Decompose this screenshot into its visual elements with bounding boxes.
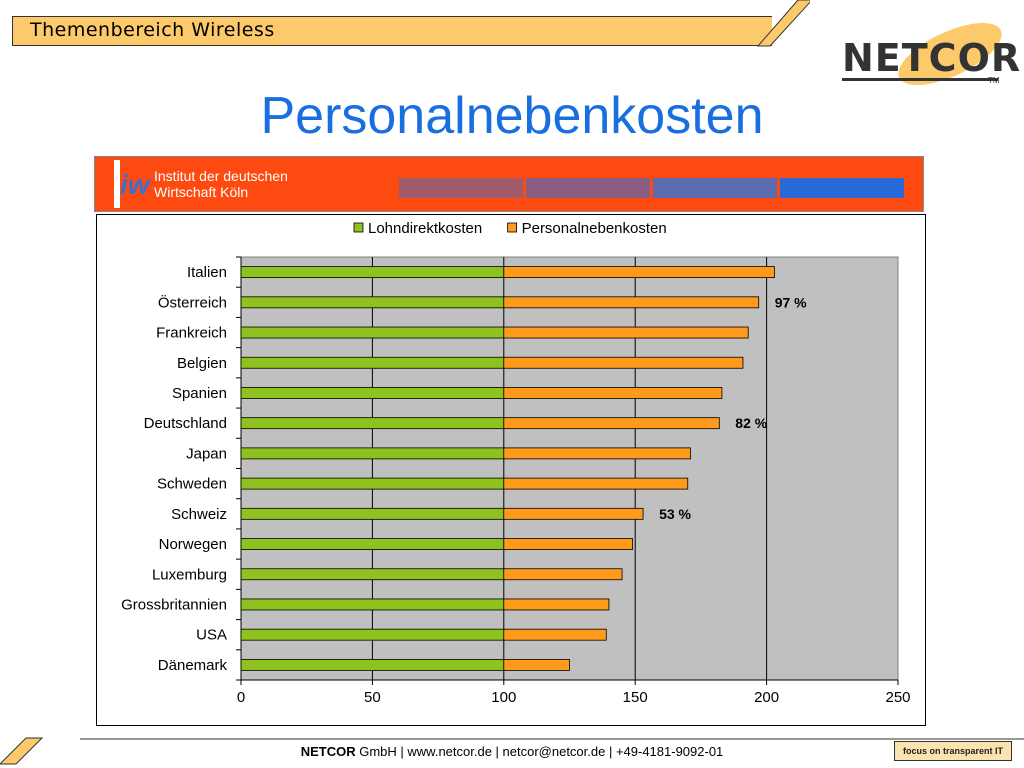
y-tick-label: Belgien — [177, 355, 227, 372]
iw-banner-text: Institut der deutschen Wirtschaft Köln — [154, 168, 288, 200]
logo-swoosh-decoration — [898, 23, 1002, 85]
iw-banner-line2: Wirtschaft Köln — [154, 184, 249, 200]
bar-lohndirektkosten — [240, 326, 505, 339]
banner-strip-4 — [780, 178, 904, 198]
iw-logo-mark: iw — [120, 169, 152, 200]
footer-details: GmbH | www.netcor.de | netcor@netcor.de … — [355, 744, 724, 759]
y-tick-label: USA — [196, 627, 227, 644]
bar-lohndirektkosten — [240, 417, 505, 430]
data-annotation: 82 % — [735, 415, 767, 431]
footer-company: NETCOR — [300, 744, 356, 759]
section-title: Themenbereich Wireless — [30, 19, 275, 41]
y-tick-label: Norwegen — [159, 536, 227, 553]
bar-personalnebenkosten — [503, 507, 644, 520]
x-tick-label: 150 — [623, 689, 648, 706]
bar-lohndirektkosten — [240, 266, 505, 279]
bar-personalnebenkosten — [503, 266, 775, 279]
data-annotation: 53 % — [659, 506, 691, 522]
bar-lohndirektkosten — [240, 296, 505, 309]
bar-lohndirektkosten — [240, 356, 505, 369]
netcor-logo: NETCOR — [842, 36, 1022, 80]
x-tick-label: 200 — [754, 689, 779, 706]
banner-strip-2 — [526, 178, 650, 198]
bar-personalnebenkosten — [503, 538, 633, 550]
bar-personalnebenkosten — [503, 296, 760, 309]
bar-personalnebenkosten — [503, 417, 720, 430]
bar-personalnebenkosten — [503, 387, 723, 399]
y-tick-label: Frankreich — [156, 325, 227, 342]
section-header-bar — [12, 16, 772, 46]
banner-strip-1 — [399, 178, 523, 198]
bar-lohndirektkosten — [240, 447, 505, 460]
footer-text: NETCOR GmbH | www.netcor.de | netcor@net… — [0, 744, 1024, 759]
y-tick-label: Österreich — [158, 293, 227, 311]
y-tick-label: Italien — [187, 264, 227, 281]
plot-area — [240, 256, 899, 681]
y-tick-label: Grossbritannien — [121, 596, 227, 613]
bar-personalnebenkosten — [503, 356, 744, 369]
iw-logo-icon: iw — [114, 160, 152, 208]
bar-personalnebenkosten — [503, 477, 689, 490]
y-tick-label: Schweden — [157, 476, 227, 493]
bar-personalnebenkosten — [503, 598, 610, 611]
data-annotation: 97 % — [775, 294, 807, 310]
y-tick-label: Deutschland — [144, 415, 227, 432]
bar-personalnebenkosten — [503, 447, 691, 460]
bar-lohndirektkosten — [240, 628, 505, 641]
logo-underline — [842, 78, 998, 81]
bar-personalnebenkosten — [503, 658, 570, 671]
bar-lohndirektkosten — [240, 658, 505, 671]
legend-swatch-personalnebenkosten — [507, 222, 518, 233]
bar-chart: 0 50 100 150 200 250 Italien Österreich Frankrei… — [121, 220, 910, 706]
header-swoosh-decoration — [756, 0, 810, 47]
bar-lohndirektkosten — [240, 538, 505, 550]
page-title: Personalnebenkosten — [260, 87, 764, 145]
bar-lohndirektkosten — [240, 598, 505, 611]
y-tick-label: Dänemark — [158, 657, 228, 674]
banner-strip-3 — [653, 178, 777, 198]
focus-badge: focus on transparent IT — [894, 741, 1012, 761]
y-tick-label: Luxemburg — [152, 566, 227, 583]
x-tick-label: 100 — [491, 689, 516, 706]
legend-swatch-lohndirektkosten — [353, 222, 364, 233]
bar-personalnebenkosten — [503, 326, 749, 339]
bar-personalnebenkosten — [503, 568, 623, 581]
x-tick-label: 0 — [237, 689, 245, 706]
x-tick-label: 250 — [885, 689, 910, 706]
y-tick-label: Schweiz — [171, 506, 227, 523]
x-tick-label: 50 — [364, 689, 381, 706]
iw-banner-line1: Institut der deutschen — [154, 168, 288, 184]
legend-label: Personalnebenkosten — [522, 220, 667, 237]
bar-lohndirektkosten — [240, 507, 505, 520]
bar-lohndirektkosten — [240, 477, 505, 490]
y-tick-label: Japan — [186, 445, 227, 462]
logo-trademark: TM — [988, 76, 1000, 85]
legend-label: Lohndirektkosten — [368, 220, 482, 237]
bar-personalnebenkosten — [503, 628, 607, 641]
y-tick-label: Spanien — [172, 385, 227, 402]
bar-lohndirektkosten — [240, 568, 505, 581]
footer-decoration — [0, 737, 1024, 765]
bar-lohndirektkosten — [240, 387, 505, 399]
